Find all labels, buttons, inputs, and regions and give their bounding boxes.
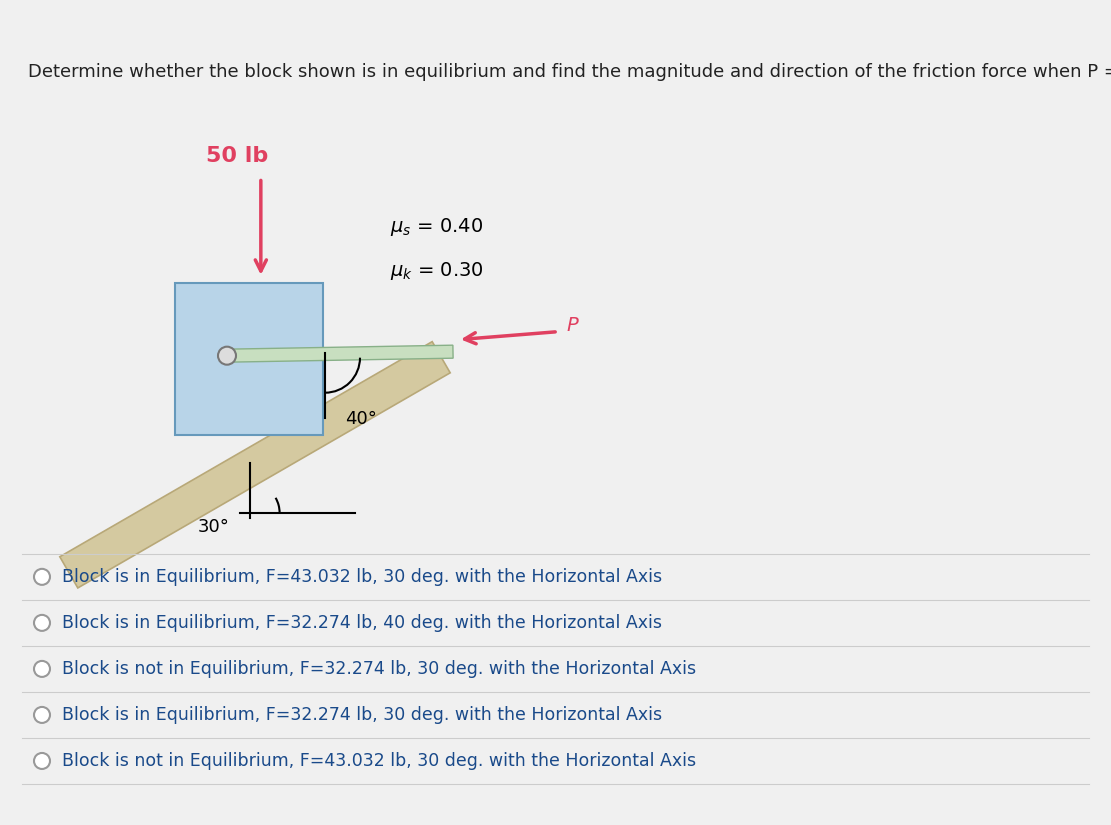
Circle shape: [34, 661, 50, 676]
Text: 40°: 40°: [346, 410, 377, 427]
Circle shape: [218, 346, 236, 365]
Text: Block is not in Equilibrium, F=43.032 lb, 30 deg. with the Horizontal Axis: Block is not in Equilibrium, F=43.032 lb…: [62, 752, 697, 770]
Text: $\mu_s$ = 0.40: $\mu_s$ = 0.40: [390, 215, 483, 238]
Text: Determine whether the block shown is in equilibrium and find the magnitude and d: Determine whether the block shown is in …: [28, 63, 1111, 81]
Circle shape: [34, 569, 50, 585]
Polygon shape: [227, 345, 453, 362]
Text: Block is in Equilibrium, F=43.032 lb, 30 deg. with the Horizontal Axis: Block is in Equilibrium, F=43.032 lb, 30…: [62, 568, 662, 586]
Text: $\mu_k$ = 0.30: $\mu_k$ = 0.30: [390, 260, 484, 281]
Text: Block is in Equilibrium, F=32.274 lb, 40 deg. with the Horizontal Axis: Block is in Equilibrium, F=32.274 lb, 40…: [62, 614, 662, 632]
Polygon shape: [60, 342, 450, 588]
Text: Block is in Equilibrium, F=32.274 lb, 30 deg. with the Horizontal Axis: Block is in Equilibrium, F=32.274 lb, 30…: [62, 706, 662, 724]
Circle shape: [34, 753, 50, 769]
Text: 30°: 30°: [198, 518, 230, 535]
Text: 50 lb: 50 lb: [206, 145, 268, 166]
Circle shape: [34, 615, 50, 631]
Bar: [176, 283, 323, 435]
Text: Block is not in Equilibrium, F=32.274 lb, 30 deg. with the Horizontal Axis: Block is not in Equilibrium, F=32.274 lb…: [62, 660, 697, 678]
Text: P: P: [565, 316, 578, 335]
Circle shape: [34, 707, 50, 723]
